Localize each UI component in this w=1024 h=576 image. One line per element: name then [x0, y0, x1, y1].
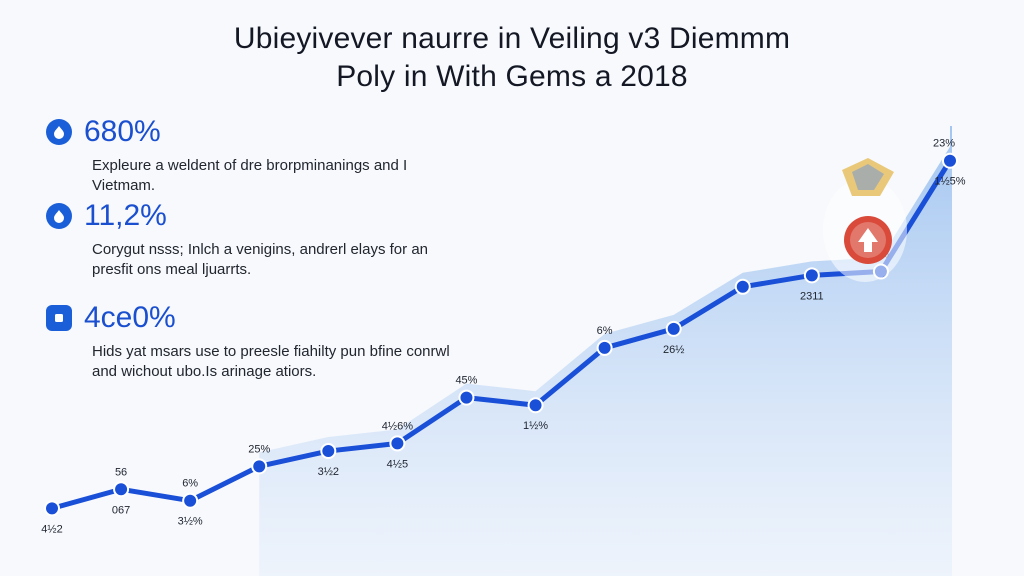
data-point	[182, 492, 199, 509]
data-label: 45%	[455, 375, 477, 387]
end-label: 23%	[933, 138, 955, 150]
data-point	[942, 152, 958, 169]
data-label: 3½%	[178, 516, 203, 528]
drop-icon	[46, 119, 72, 145]
data-label: 6%	[182, 478, 198, 490]
chart-title: Ubieyivever naurre in Veiling v3 Diemmm …	[0, 20, 1024, 96]
data-point	[803, 267, 820, 284]
data-label: 25%	[248, 443, 270, 455]
stat-item: 11,2% Corygut nsss; Inlch a venigins, an…	[46, 194, 452, 280]
drop-icon	[46, 203, 72, 229]
data-label: 1½5%	[934, 176, 965, 188]
data-point	[596, 339, 613, 356]
stat-description: Expleure a weldent of dre brorpminanings…	[92, 157, 408, 194]
data-label: 6%	[597, 325, 613, 337]
data-point	[44, 500, 60, 517]
data-label: 4½6%	[382, 420, 413, 432]
data-point	[251, 458, 268, 475]
data-label: 067	[112, 504, 130, 516]
data-point	[527, 397, 544, 414]
data-label: 1½%	[523, 420, 548, 432]
stat-item: 680% Expleure a weldent of dre brorpmina…	[46, 110, 452, 196]
stat-value: 11,2%	[84, 199, 167, 232]
gem-badge-icon	[823, 158, 907, 282]
trend-line	[49, 158, 953, 511]
data-label: 2311	[800, 290, 824, 302]
data-point	[389, 435, 406, 452]
data-label: 4½2	[41, 523, 62, 535]
data-point	[734, 278, 751, 295]
data-point	[458, 389, 475, 406]
chart-title-line-1: Ubieyivever naurre in Veiling v3 Diemmm	[233, 22, 791, 55]
data-point	[320, 443, 337, 460]
stat-value: 4сe0%	[84, 301, 176, 334]
data-label: 26½	[663, 344, 684, 356]
data-point	[665, 320, 682, 337]
data-label: 56	[115, 466, 127, 478]
stat-description: Corygut nsss; Inlch a venigins, andrerl …	[92, 241, 428, 278]
stat-description: Hids yat msars use to preesle fiahilty p…	[92, 343, 450, 380]
data-point	[113, 481, 130, 498]
square-icon	[46, 305, 72, 331]
chart-title-line-2: Poly in With Gems a 2018	[336, 60, 688, 93]
data-label: 4½5	[387, 458, 408, 470]
stat-value: 680%	[84, 115, 161, 148]
data-label: 3½2	[318, 466, 339, 478]
stat-item: 4сe0% Hids yat msars use to preesle fiah…	[46, 296, 452, 382]
